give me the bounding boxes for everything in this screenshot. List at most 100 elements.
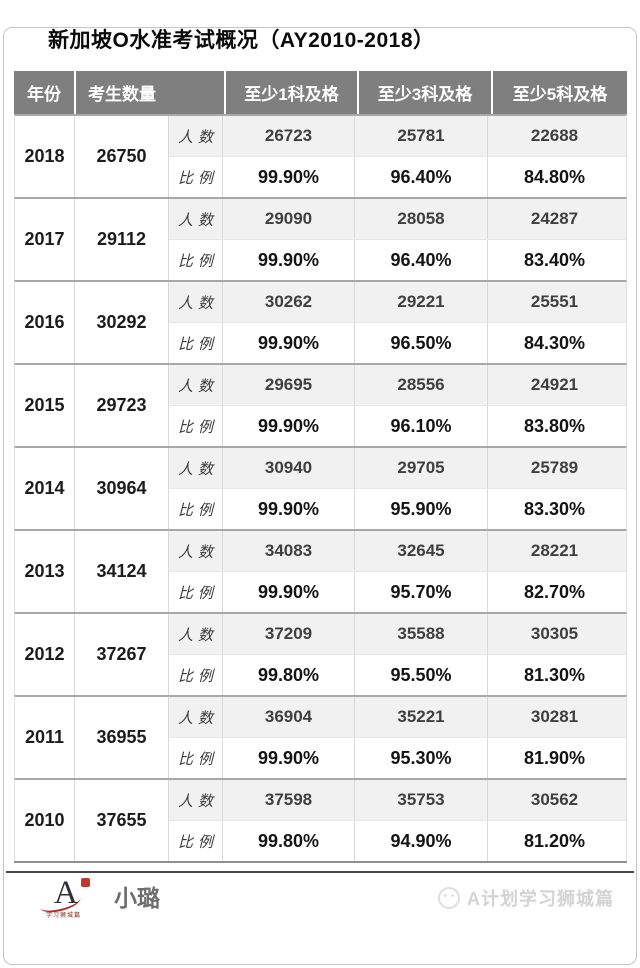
watermark-text: A计划学习狮城篇 [467,889,614,909]
count-row-label: 人数 [169,614,223,654]
header-year: 年份 [14,71,74,114]
pass5-ratio: 84.30% [523,332,586,353]
logo-letter: A [54,875,78,911]
ratio-row-label: 比例 [169,738,223,778]
ratio-row: 比例 99.90% 96.40% 83.40% [169,240,626,280]
pass5-ratio: 81.90% [523,747,586,768]
year-cell: 2011 [15,697,75,778]
candidates-cell: 34124 [75,531,169,612]
exam-stats-table: 年份 考生数量 至少1科及格 至少3科及格 至少5科及格 2018 26750 … [14,71,627,863]
pass5-count: 22688 [530,126,579,145]
pass3-ratio: 96.40% [355,240,488,280]
ratio-row-label: 比例 [169,157,223,197]
candidates-cell: 29723 [75,365,169,446]
table-body: 2018 26750 人数 26723 25781 22688 比例 99.90… [14,114,627,863]
pass5-count: 25551 [530,292,579,311]
watermark-dot [444,894,447,897]
pass5-count: 30281 [530,707,579,726]
pass1-count: 29695 [223,365,355,405]
year-block-2014: 2014 30964 人数 30940 29705 25789 比例 99.90… [14,446,627,529]
pass3-count: 25781 [355,116,488,156]
footer: A 学习狮城篇 小璐 A计划学习狮城篇 [0,873,640,921]
pass1-count: 30940 [223,448,355,488]
year-block-2010: 2010 37655 人数 37598 35753 30562 比例 99.80… [14,778,627,861]
pass1-ratio: 99.90% [223,489,355,529]
candidates-cell: 36955 [75,697,169,778]
brand: A 学习狮城篇 小璐 [37,875,160,919]
year-cell: 2013 [15,531,75,612]
pass3-ratio: 96.10% [355,406,488,446]
ratio-row-label: 比例 [169,655,223,695]
candidates-cell: 30292 [75,282,169,363]
pass3-ratio: 95.50% [355,655,488,695]
candidates-cell: 29112 [75,199,169,280]
count-row: 人数 29090 28058 24287 [169,199,626,240]
logo-subtext: 学习狮城篇 [46,913,82,919]
count-row-label: 人数 [169,365,223,405]
header-pass1: 至少1科及格 [226,71,357,114]
pass5-ratio: 82.70% [523,581,586,602]
ratio-row-label: 比例 [169,821,223,861]
candidates-cell: 37655 [75,780,169,861]
year-cell: 2015 [15,365,75,446]
pass5-count: 30562 [530,790,579,809]
watermark: A计划学习狮城篇 [438,885,614,911]
year-block-2011: 2011 36955 人数 36904 35221 30281 比例 99.90… [14,695,627,778]
pass1-ratio: 99.90% [223,738,355,778]
year-block-2013: 2013 34124 人数 34083 32645 28221 比例 99.90… [14,529,627,612]
pass3-count: 28556 [355,365,488,405]
pass1-count: 34083 [223,531,355,571]
brand-name: 小璐 [114,885,160,911]
pass5-count: 24921 [530,375,579,394]
ratio-row-label: 比例 [169,489,223,529]
watermark-dot [451,894,454,897]
ratio-row: 比例 99.90% 96.40% 84.80% [169,157,626,197]
ratio-row: 比例 99.90% 96.10% 83.80% [169,406,626,446]
pass5-count: 25789 [530,458,579,477]
year-cell: 2018 [15,116,75,197]
pass5-ratio: 84.80% [523,166,586,187]
pass5-ratio: 83.30% [523,498,586,519]
watermark-logo-icon [438,887,460,909]
pass5-count: 28221 [530,541,579,560]
pass3-count: 32645 [355,531,488,571]
pass1-ratio: 99.90% [223,157,355,197]
pass3-count: 35221 [355,697,488,737]
header-candidates: 考生数量 [76,71,224,114]
pass1-count: 36904 [223,697,355,737]
pass5-count: 24287 [530,209,579,228]
pass3-count: 29221 [355,282,488,322]
year-block-2018: 2018 26750 人数 26723 25781 22688 比例 99.90… [14,114,627,197]
pass3-count: 28058 [355,199,488,239]
count-row-label: 人数 [169,199,223,239]
candidates-cell: 26750 [75,116,169,197]
ratio-row: 比例 99.90% 95.70% 82.70% [169,572,626,612]
pass5-ratio: 83.40% [523,249,586,270]
pass1-ratio: 99.80% [223,821,355,861]
count-row: 人数 26723 25781 22688 [169,116,626,157]
pass5-count: 30305 [530,624,579,643]
pass3-ratio: 96.50% [355,323,488,363]
ratio-row: 比例 99.90% 95.90% 83.30% [169,489,626,529]
pass3-ratio: 95.90% [355,489,488,529]
logo-seal-icon [81,878,90,887]
count-row-label: 人数 [169,448,223,488]
count-row-label: 人数 [169,116,223,156]
count-row-label: 人数 [169,531,223,571]
candidates-cell: 37267 [75,614,169,695]
candidates-cell: 30964 [75,448,169,529]
page-title: 新加坡O水准考试概况（AY2010-2018） [48,29,435,52]
ratio-row-label: 比例 [169,323,223,363]
ratio-row: 比例 99.80% 95.50% 81.30% [169,655,626,695]
year-block-2016: 2016 30292 人数 30262 29221 25551 比例 99.90… [14,280,627,363]
pass1-count: 26723 [223,116,355,156]
pass1-count: 37598 [223,780,355,820]
count-row: 人数 29695 28556 24921 [169,365,626,406]
pass1-count: 37209 [223,614,355,654]
count-row: 人数 37598 35753 30562 [169,780,626,821]
ratio-row-label: 比例 [169,240,223,280]
ratio-row: 比例 99.90% 96.50% 84.30% [169,323,626,363]
pass1-count: 30262 [223,282,355,322]
ratio-row: 比例 99.90% 95.30% 81.90% [169,738,626,778]
ratio-row: 比例 99.80% 94.90% 81.20% [169,821,626,861]
